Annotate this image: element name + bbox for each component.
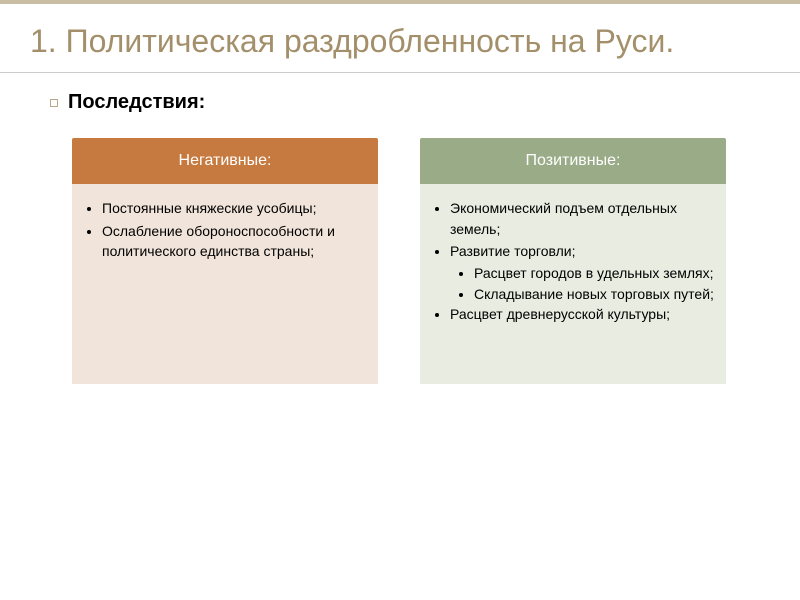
page-title: 1. Политическая раздробленность на Руси.	[30, 22, 770, 60]
column-positive-header: Позитивные:	[420, 138, 726, 184]
list-item: Расцвет городов в удельных землях;	[474, 263, 714, 283]
subtitle-area: Последствия:	[0, 73, 800, 114]
list-item: Экономический подъем отдельных земель;	[450, 198, 714, 239]
positive-sublist: Расцвет городов в удельных землях; Склад…	[450, 263, 714, 304]
bullet-icon	[50, 99, 58, 107]
column-negative: Негативные: Постоянные княжеские усобицы…	[72, 138, 378, 384]
list-item: Расцвет древнерусской культуры;	[450, 304, 714, 324]
subtitle-row: Последствия:	[50, 91, 750, 114]
subtitle-text: Последствия:	[68, 91, 205, 114]
columns-container: Негативные: Постоянные княжеские усобицы…	[0, 114, 800, 384]
column-positive: Позитивные: Экономический подъем отдельн…	[420, 138, 726, 384]
column-negative-body: Постоянные княжеские усобицы; Ослабление…	[72, 184, 378, 384]
title-area: 1. Политическая раздробленность на Руси.	[0, 4, 800, 73]
negative-list: Постоянные княжеские усобицы; Ослабление…	[84, 198, 366, 261]
list-item: Ослабление обороноспособности и политиче…	[102, 221, 366, 262]
list-item: Постоянные княжеские усобицы;	[102, 198, 366, 218]
list-item: Складывание новых торговых путей;	[474, 284, 714, 304]
column-negative-header: Негативные:	[72, 138, 378, 184]
positive-list: Экономический подъем отдельных земель; Р…	[432, 198, 714, 324]
list-item: Развитие торговли;	[450, 241, 714, 261]
column-positive-body: Экономический подъем отдельных земель; Р…	[420, 184, 726, 384]
